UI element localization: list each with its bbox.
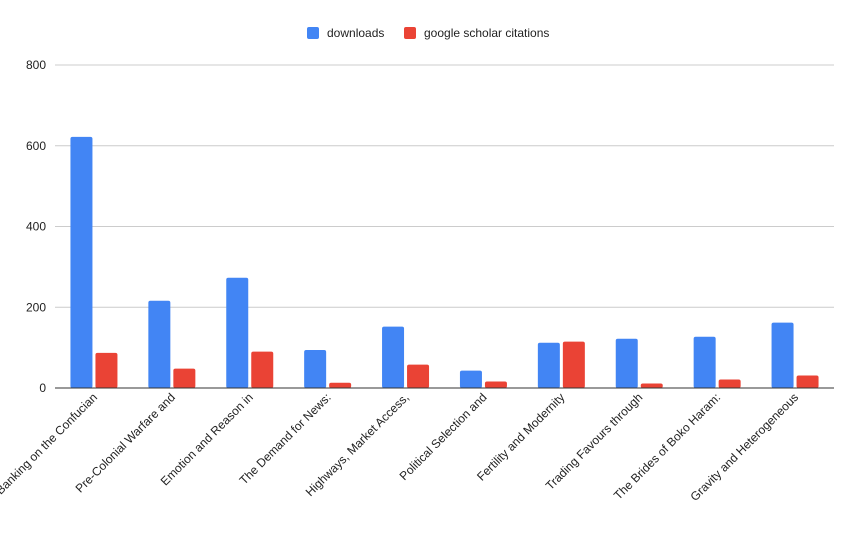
legend-label: google scholar citations: [424, 26, 549, 40]
bar-downloads: [615, 338, 638, 388]
legend-swatch: [404, 27, 416, 39]
bar-google-scholar-citations: [484, 381, 507, 388]
y-tick-label: 0: [39, 381, 46, 395]
bar-downloads: [226, 277, 249, 388]
bar-google-scholar-citations: [95, 352, 118, 388]
legend-item-downloads: downloads: [307, 26, 384, 40]
bar-downloads: [70, 136, 93, 388]
bar-downloads: [537, 342, 560, 388]
bar-downloads: [693, 336, 716, 388]
bar-downloads: [148, 300, 171, 388]
legend-item-google-scholar-citations: google scholar citations: [404, 26, 549, 40]
bar-downloads: [771, 322, 794, 388]
bar-google-scholar-citations: [407, 364, 430, 388]
y-tick-label: 800: [26, 58, 46, 72]
bar-google-scholar-citations: [251, 351, 274, 388]
bar-downloads: [459, 370, 482, 388]
y-tick-label: 600: [26, 139, 46, 153]
bar-google-scholar-citations: [640, 383, 663, 388]
legend-swatch: [307, 27, 319, 39]
gridlines: [55, 64, 834, 308]
y-axis-tick-labels: 0 200 400 600 800: [26, 58, 46, 395]
bar-downloads: [382, 326, 405, 388]
bar-google-scholar-citations: [718, 379, 741, 388]
x-tick-label: Fertility and Modernity: [474, 390, 567, 483]
legend-label: downloads: [327, 26, 384, 40]
bars: [70, 136, 819, 388]
bar-google-scholar-citations: [562, 341, 585, 388]
legend: downloads google scholar citations: [307, 26, 549, 40]
bar-google-scholar-citations: [329, 382, 352, 388]
y-tick-label: 200: [26, 300, 46, 314]
x-tick-label: Political Selection and: [397, 390, 490, 483]
bar-google-scholar-citations: [796, 375, 819, 388]
bar-google-scholar-citations: [173, 368, 196, 388]
y-tick-label: 400: [26, 220, 46, 234]
bar-downloads: [304, 350, 327, 388]
